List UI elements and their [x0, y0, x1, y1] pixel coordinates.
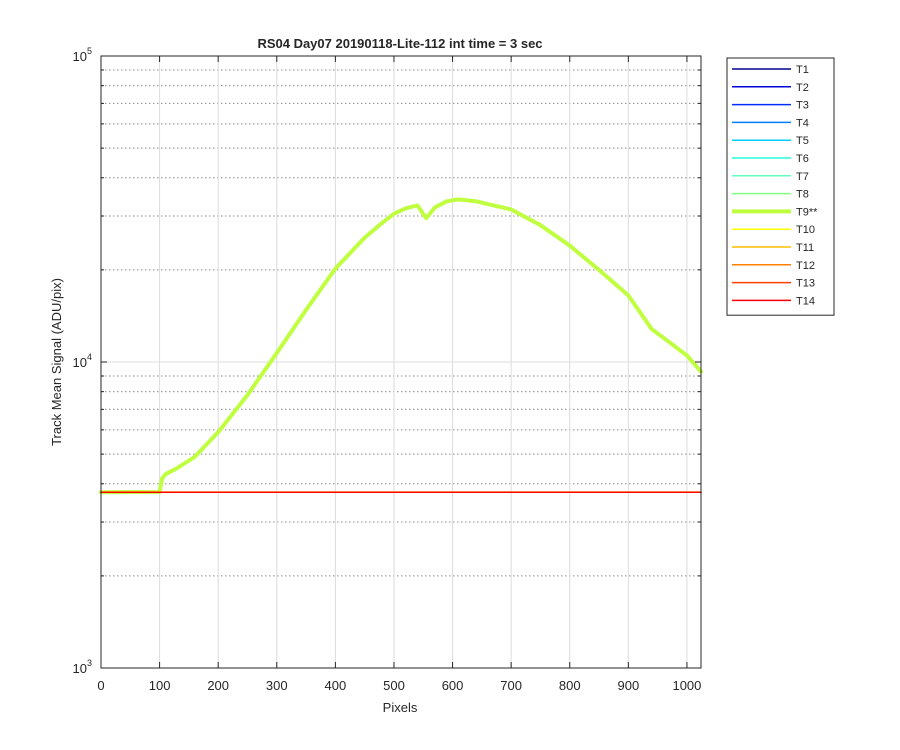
- y-tick-label: 103: [73, 658, 92, 676]
- x-tick-label: 0: [97, 678, 104, 693]
- legend-entry: T10: [796, 224, 815, 236]
- legend: T1 T2 T3 T4 T5 T6 T7 T8 T9** T10 T11 T12 T13 T14: [726, 57, 835, 316]
- legend-entry: T2: [796, 82, 809, 94]
- legend-entry: T1: [796, 64, 809, 76]
- x-tick-label: 300: [266, 678, 288, 693]
- legend-entry: T7: [796, 171, 809, 183]
- x-tick-label: 800: [559, 678, 581, 693]
- plot-area: 0 100 200 300 400 500 600 700 800 900 1000 103 104 10…: [73, 46, 703, 693]
- x-tick-label: 400: [325, 678, 347, 693]
- y-tick-label: 104: [73, 352, 92, 370]
- series-line-t9: [99, 197, 703, 495]
- legend-entry: T8: [796, 189, 809, 201]
- legend-box: [726, 57, 835, 316]
- y-tick-label: 105: [73, 46, 92, 64]
- legend-entry: T12: [796, 260, 815, 272]
- legend-entry: T5: [796, 135, 809, 147]
- legend-entry: T11: [796, 242, 814, 254]
- x-tick-label: 600: [442, 678, 464, 693]
- legend-entry: T9**: [796, 206, 818, 218]
- legend-entry: T13: [796, 278, 815, 290]
- x-axis-label: Pixels: [383, 700, 418, 715]
- x-tick-label: 200: [207, 678, 229, 693]
- x-tick-label: 900: [617, 678, 639, 693]
- x-tick-label: 100: [149, 678, 171, 693]
- legend-entry: T4: [796, 117, 809, 129]
- x-tick-label: 700: [500, 678, 522, 693]
- y-axis-label: Track Mean Signal (ADU/pix): [49, 278, 64, 446]
- legend-entry: T6: [796, 153, 809, 165]
- chart-title: RS04 Day07 20190118-Lite-112 int time = …: [257, 36, 542, 51]
- legend-entry: T14: [796, 295, 815, 307]
- legend-entry: T3: [796, 100, 809, 112]
- x-tick-label: 500: [383, 678, 405, 693]
- x-tick-label: 1000: [672, 678, 701, 693]
